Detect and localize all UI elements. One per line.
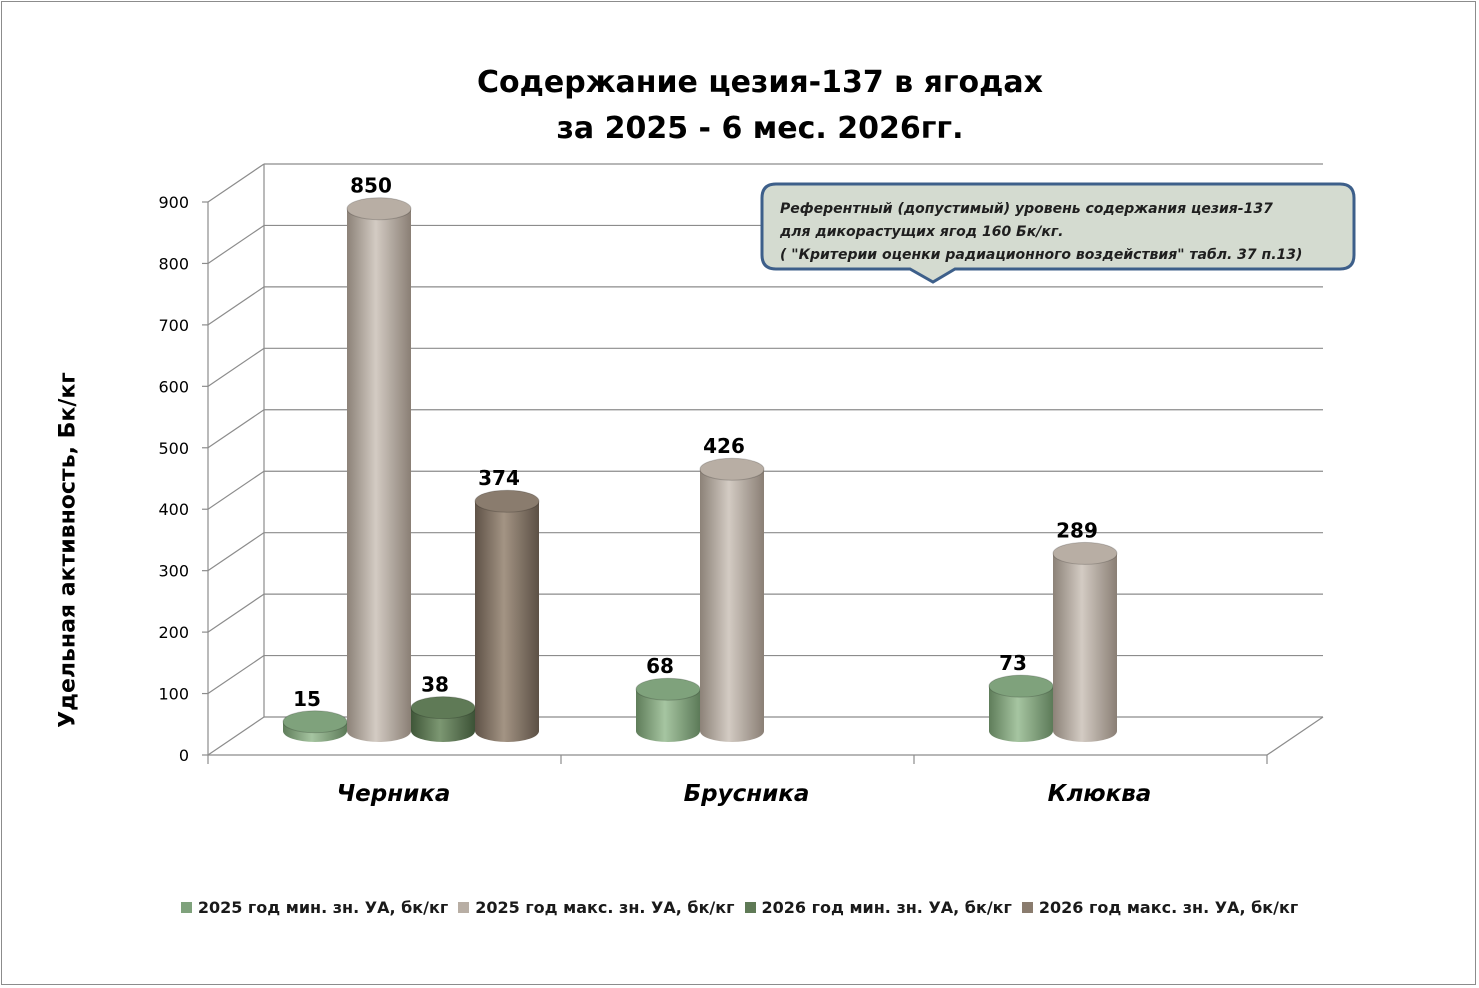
bar (282, 710, 348, 742)
floor-edge (1266, 716, 1324, 756)
legend-swatch (458, 902, 470, 913)
bar-body (700, 469, 764, 742)
annotation-callout-box (760, 182, 1356, 284)
legend-item-2026-max: 2026 год макс. зн. УА, бк/кг (1021, 898, 1299, 917)
bar-top (699, 457, 765, 481)
gridline-side (207, 593, 265, 633)
y-tick-label: 800 (158, 254, 189, 273)
bar (410, 696, 476, 742)
gridline-side (207, 655, 265, 695)
legend-label: 2026 год макс. зн. УА, бк/кг (1038, 898, 1299, 917)
legend-label: 2025 год макс. зн. УА, бк/кг (475, 898, 735, 917)
bar (346, 197, 412, 742)
bar-top (1052, 541, 1118, 565)
bar-body (636, 689, 700, 742)
bar-top (635, 677, 701, 701)
bar-body (475, 501, 539, 742)
legend-item-2025-min: 2025 год мин. зн. УА, бк/кг (180, 898, 449, 917)
bar-top (346, 197, 412, 221)
data-label: 374 (478, 466, 520, 490)
bar (1052, 541, 1118, 742)
y-tick-label: 300 (158, 562, 189, 581)
y-tick-label: 100 (158, 685, 189, 704)
gridline-side (207, 224, 265, 264)
chart-title-line-2: за 2025 - 6 мес. 2026гг. (556, 111, 964, 146)
y-tick-label: 700 (158, 316, 189, 335)
data-label: 68 (646, 654, 674, 678)
data-label: 426 (703, 434, 745, 458)
legend-swatch (180, 902, 192, 913)
bar-top (410, 696, 476, 720)
y-tick-label: 400 (158, 500, 189, 519)
chart-title: Содержание цезия-137 в ягодах за 2025 - … (260, 60, 1260, 152)
legend-item-2025-max: 2025 год макс. зн. УА, бк/кг (458, 898, 735, 917)
annotation-line-1: Референтный (допустимый) уровень содержа… (780, 201, 1273, 217)
annotation-line-3: ( "Критерии оценки радиационного воздейс… (780, 247, 1303, 263)
y-tick-label: 0 (179, 746, 189, 765)
gridline-side (207, 347, 265, 387)
y-axis-label: Удельная активность, Бк/кг (55, 372, 81, 728)
bar-body (347, 208, 411, 742)
data-label: 38 (421, 673, 449, 697)
legend-item-2026-min: 2026 год мин. зн. УА, бк/кг (744, 898, 1012, 917)
chart-title-line-1: Содержание цезия-137 в ягодах (477, 65, 1043, 100)
legend-swatch (744, 902, 756, 913)
bar-body (989, 686, 1053, 742)
data-label: 850 (350, 174, 392, 198)
chart-legend: 2025 год мин. зн. УА, бк/кг 2025 год мак… (0, 898, 1479, 917)
legend-label: 2025 год мин. зн. УА, бк/кг (197, 898, 449, 917)
data-label: 73 (999, 651, 1027, 675)
bar (635, 677, 701, 742)
category-label: Брусника (684, 781, 810, 807)
bar-body (1053, 553, 1117, 742)
gridline-side (207, 286, 265, 326)
y-tick-label: 200 (158, 623, 189, 642)
gridline-side (207, 532, 265, 572)
annotation-text: Референтный (допустимый) уровень содержа… (780, 198, 1360, 267)
gridline-side (207, 163, 265, 203)
legend-swatch (1021, 902, 1033, 913)
bar-top (282, 710, 348, 734)
bar (988, 674, 1054, 742)
bar-top (988, 674, 1054, 698)
data-label: 15 (293, 687, 321, 711)
gridline-side (207, 470, 265, 510)
gridline-side (207, 409, 265, 449)
legend-label: 2026 год мин. зн. УА, бк/кг (761, 898, 1012, 917)
annotation-line-2: для дикорастущих ягод 160 Бк/кг. (780, 224, 1064, 240)
y-tick-label: 600 (158, 377, 189, 396)
gridline-side (207, 716, 265, 756)
category-label: Клюква (1048, 781, 1152, 807)
category-label: Черника (337, 781, 451, 807)
bar-top (474, 489, 540, 513)
y-tick-label: 500 (158, 439, 189, 458)
bar (474, 489, 540, 742)
data-label: 289 (1056, 518, 1098, 542)
bar (699, 457, 765, 742)
y-tick-label: 900 (158, 193, 189, 212)
